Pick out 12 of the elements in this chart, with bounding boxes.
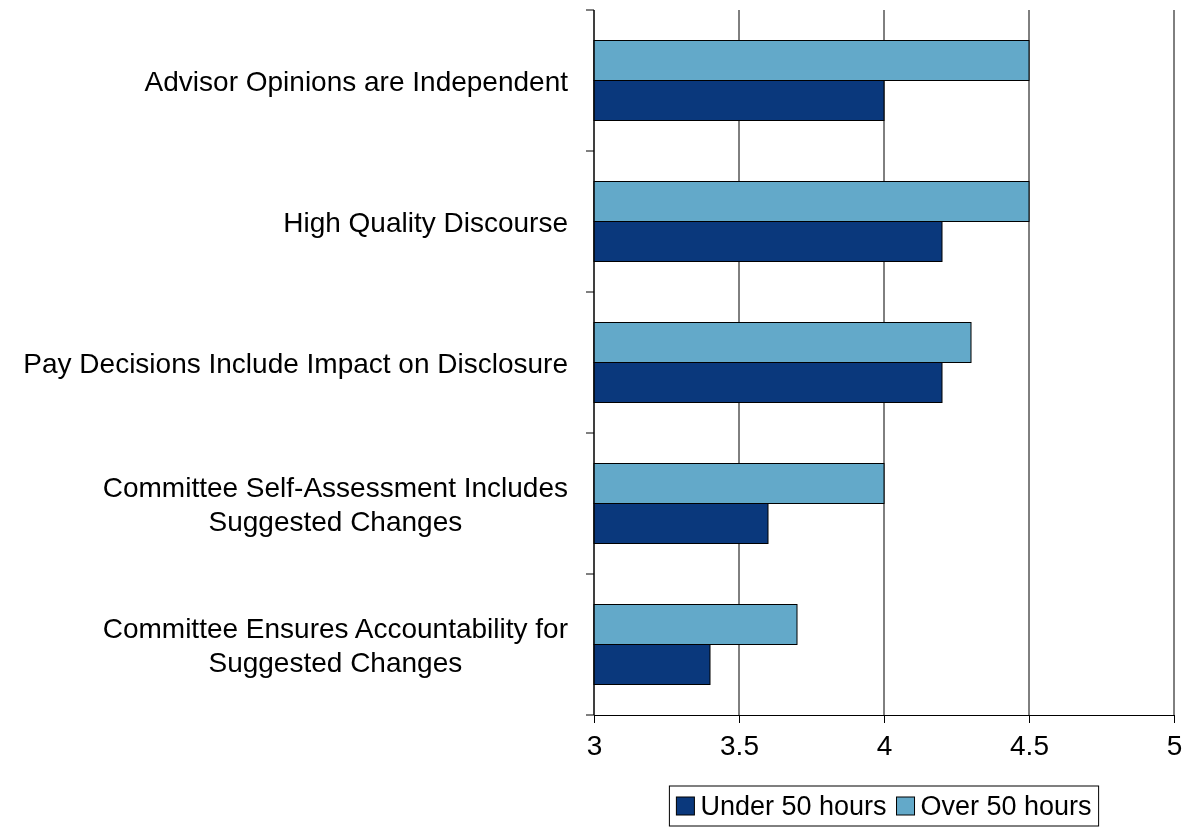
y-tick-label: Pay Decisions Include Impact on Disclosure	[23, 347, 568, 379]
x-tick-label: 4	[876, 729, 893, 761]
x-tick-label: 3.5	[720, 729, 759, 761]
y-tick-label: Committee Self-Assessment Includes Suggested Changes	[102, 471, 568, 537]
legend-label: Over 50 hours	[920, 791, 1092, 821]
y-tick-label: High Quality Discourse	[283, 206, 568, 238]
legend-label: Under 50 hours	[700, 791, 887, 821]
x-tick-label: 3	[586, 729, 603, 761]
y-tick-label: Advisor Opinions are Independent	[144, 65, 569, 97]
x-tick-label: 5	[1166, 729, 1183, 761]
y-tick-label: Committee Ensures Accountability for Suggested Changes	[102, 612, 568, 678]
x-tick-label: 4.5	[1010, 729, 1049, 761]
